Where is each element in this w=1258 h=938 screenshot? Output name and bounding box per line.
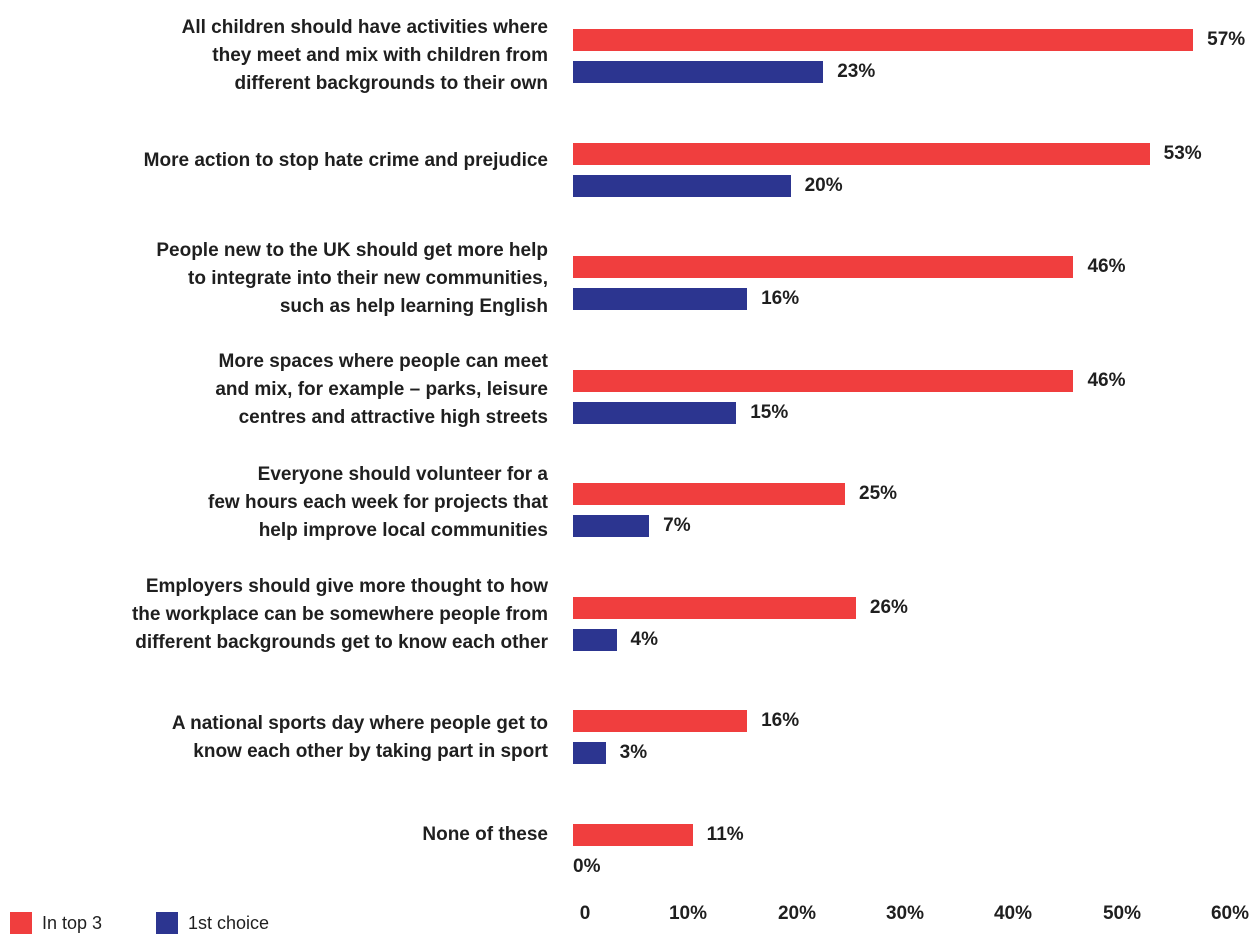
bar-first-choice — [573, 402, 737, 424]
bar-top3 — [573, 256, 1074, 278]
bar-first-choice — [573, 175, 791, 197]
bar-top3 — [573, 483, 845, 505]
value-label-top3: 46% — [1087, 370, 1126, 391]
category-label: None of these — [8, 821, 548, 849]
value-label-first-choice: 3% — [619, 742, 648, 763]
value-label-top3: 25% — [859, 483, 898, 504]
bar-top3 — [573, 824, 693, 846]
category-label: Employers should give more thought to ho… — [8, 573, 548, 657]
value-label-top3: 11% — [706, 824, 744, 845]
x-tick-label: 30% — [885, 903, 925, 924]
bar-top3 — [573, 710, 748, 732]
category-label-line: such as help learning English — [279, 296, 548, 317]
bar-top3 — [573, 29, 1194, 51]
value-label-top3: 16% — [761, 710, 800, 731]
bar-top3 — [573, 597, 856, 619]
value-label-first-choice: 15% — [750, 402, 789, 423]
category-label: All children should have activities wher… — [8, 14, 548, 98]
category-label-line: A national sports day where people get t… — [171, 713, 548, 734]
category-label-line: to integrate into their new communities, — [188, 268, 548, 289]
value-label-first-choice: 20% — [804, 175, 843, 196]
category-label-line: different backgrounds to their own — [234, 73, 548, 94]
bar-first-choice — [573, 61, 824, 83]
legend-item: In top 3 — [10, 912, 102, 934]
category-label: A national sports day where people get t… — [8, 710, 548, 766]
x-tick-label: 20% — [777, 903, 817, 924]
bar-first-choice — [573, 288, 748, 310]
value-label-top3: 53% — [1163, 143, 1202, 164]
value-label-first-choice: 16% — [761, 288, 800, 309]
x-tick-label: 50% — [1102, 903, 1142, 924]
bar-top3 — [573, 143, 1150, 165]
category-label-line: More spaces where people can meet — [218, 351, 548, 372]
category-label-line: different backgrounds get to know each o… — [135, 632, 548, 653]
category-label-line: All children should have activities wher… — [181, 17, 548, 38]
value-label-top3: 57% — [1207, 29, 1246, 50]
x-tick-label: 40% — [993, 903, 1033, 924]
category-label-line: few hours each week for projects that — [208, 492, 548, 513]
category-label-line: Employers should give more thought to ho… — [145, 576, 548, 597]
bar-first-choice — [573, 515, 650, 537]
category-label-line: More action to stop hate crime and preju… — [143, 150, 548, 171]
category-label: Everyone should volunteer for a few hours… — [8, 461, 548, 545]
category-label-line: centres and attractive high streets — [238, 407, 548, 428]
bar-top3 — [573, 370, 1074, 392]
x-tick-label: 0 — [579, 903, 591, 924]
legend-swatch — [10, 912, 32, 934]
category-label-line: Everyone should volunteer for a — [257, 464, 548, 485]
value-label-first-choice: 23% — [837, 61, 876, 82]
category-label-line: they meet and mix with children from — [212, 45, 548, 66]
category-label: More action to stop hate crime and preju… — [8, 147, 548, 175]
category-label-line: and mix, for example – parks, leisure — [215, 379, 548, 400]
value-label-first-choice: 0% — [573, 856, 601, 877]
category-label-line: People new to the UK should get more hel… — [156, 240, 548, 261]
legend-swatch — [156, 912, 178, 934]
value-label-top3: 26% — [869, 597, 908, 618]
category-label-line: the workplace can be somewhere people fr… — [131, 604, 548, 625]
bar-first-choice — [573, 742, 606, 764]
category-label-line: know each other by taking part in sport — [193, 741, 548, 762]
value-label-top3: 46% — [1087, 256, 1126, 277]
legend-label: In top 3 — [42, 912, 103, 933]
category-label-line: None of these — [422, 824, 548, 845]
x-tick-label: 10% — [668, 903, 708, 924]
legend-item: 1st choice — [156, 912, 269, 934]
x-tick-label: 60% — [1210, 903, 1250, 924]
legend-label: 1st choice — [188, 912, 270, 933]
category-label: People new to the UK should get more hel… — [8, 237, 548, 321]
bar-first-choice — [573, 629, 617, 651]
category-label-line: help improve local communities — [258, 520, 548, 541]
value-label-first-choice: 7% — [663, 515, 691, 536]
value-label-first-choice: 4% — [630, 629, 658, 650]
category-label: More spaces where people can meet and mix… — [8, 348, 548, 432]
